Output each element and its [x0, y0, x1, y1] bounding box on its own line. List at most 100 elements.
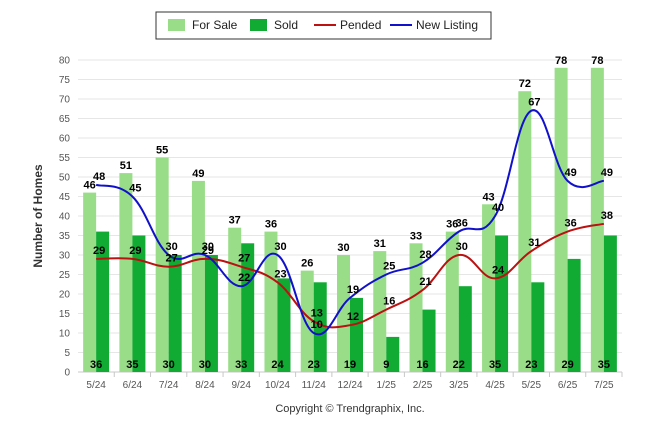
- x-tick-label: 11/24: [302, 380, 327, 391]
- new-listing-value-label: 30: [166, 241, 178, 253]
- line-new-listing: [95, 109, 605, 336]
- bar-sold: [422, 309, 436, 372]
- x-tick-label: 10/24: [265, 380, 290, 391]
- bar-sold: [96, 231, 110, 372]
- new-listing-value-label: 67: [528, 97, 540, 109]
- x-tick-label: 3/25: [449, 380, 469, 391]
- bar-for-sale: [445, 231, 459, 372]
- new-listing-value-label: 28: [419, 249, 431, 261]
- x-tick-label: 8/24: [195, 380, 215, 391]
- sold-value-label: 35: [489, 359, 501, 371]
- y-axis-label: Number of Homes: [31, 164, 45, 268]
- legend-label-for-sale: For Sale: [192, 18, 238, 32]
- new-listing-value-label: 10: [311, 319, 323, 331]
- new-listing-value-label: 30: [202, 241, 214, 253]
- legend-swatch-for-sale: [168, 19, 185, 31]
- bar-for-sale: [228, 227, 242, 372]
- bar-for-sale: [155, 157, 169, 372]
- x-tick-label: 1/25: [377, 380, 397, 391]
- bar-for-sale: [264, 231, 278, 372]
- lines: [95, 109, 605, 336]
- pended-value-label: 29: [129, 245, 141, 257]
- for-sale-value-label: 46: [84, 180, 96, 192]
- sold-value-label: 35: [598, 359, 610, 371]
- pended-value-label: 21: [419, 276, 431, 288]
- y-tick-label: 10: [59, 329, 71, 340]
- new-listing-value-label: 48: [93, 171, 105, 183]
- legend-label-new-listing: New Listing: [416, 18, 478, 32]
- bar-for-sale: [373, 251, 387, 372]
- pended-value-label: 12: [347, 311, 359, 323]
- sold-value-label: 16: [416, 359, 428, 371]
- bar-for-sale: [300, 270, 314, 372]
- bar-sold: [603, 235, 617, 372]
- for-sale-value-label: 31: [374, 238, 386, 250]
- for-sale-value-label: 36: [446, 219, 458, 231]
- pended-value-label: 23: [274, 268, 286, 280]
- sold-value-label: 23: [525, 359, 537, 371]
- bar-sold: [241, 243, 255, 372]
- sold-value-label: 22: [453, 359, 465, 371]
- x-tick-label: 12/24: [337, 380, 362, 391]
- x-tick-label: 6/24: [123, 380, 143, 391]
- sold-value-label: 19: [344, 359, 356, 371]
- new-listing-value-label: 49: [564, 167, 576, 179]
- pended-value-label: 29: [93, 245, 105, 257]
- sold-value-label: 30: [163, 359, 175, 371]
- for-sale-value-label: 51: [120, 160, 132, 172]
- y-tick-label: 60: [59, 134, 71, 145]
- x-tick-label: 2/25: [413, 380, 433, 391]
- new-listing-value-label: 30: [274, 241, 286, 253]
- bar-sold: [386, 336, 400, 372]
- y-tick-label: 15: [59, 309, 71, 320]
- data-labels: 46 51 55 49 37 36 26 30 31 33 36 43 72 78 78 36 35 30 30 33…: [84, 55, 613, 371]
- x-tick-label: 5/24: [86, 380, 106, 391]
- copyright-text: Copyright © Trendgraphix, Inc.: [275, 403, 424, 415]
- y-tick-label: 50: [59, 173, 71, 184]
- pended-value-label: 29: [202, 245, 214, 257]
- new-listing-value-label: 36: [456, 218, 468, 230]
- for-sale-value-label: 33: [410, 230, 422, 242]
- bar-sold: [350, 297, 363, 372]
- sold-value-label: 35: [126, 359, 138, 371]
- for-sale-value-label: 78: [591, 55, 603, 67]
- legend-swatch-sold: [250, 19, 267, 31]
- sold-value-label: 24: [271, 359, 284, 371]
- bar-for-sale: [83, 192, 97, 372]
- x-tick-label: 4/25: [485, 380, 505, 391]
- bar-for-sale: [554, 67, 568, 373]
- for-sale-value-label: 49: [192, 168, 204, 180]
- y-tick-label: 0: [64, 368, 70, 379]
- pended-value-label: 36: [564, 218, 576, 230]
- y-tick-label: 40: [59, 212, 71, 223]
- line-pended: [96, 222, 605, 329]
- bar-for-sale: [409, 243, 423, 372]
- bar-sold: [204, 255, 218, 372]
- y-tick-label: 65: [59, 114, 71, 125]
- bar-for-sale: [119, 173, 133, 372]
- bar-sold: [495, 235, 509, 372]
- x-tick-label: 7/24: [159, 380, 179, 391]
- bar-sold: [458, 286, 472, 372]
- sold-value-label: 36: [90, 359, 102, 371]
- bar-sold: [313, 282, 327, 372]
- bar-sold: [277, 278, 291, 372]
- x-axis: 5/24 6/24 7/24 8/24 9/24 10/24 11/24 12/24 1/25 2…: [86, 372, 623, 391]
- x-tick-label: 6/25: [558, 380, 578, 391]
- new-listing-value-label: 19: [347, 284, 359, 296]
- legend-label-pended: Pended: [340, 18, 381, 32]
- pended-value-label: 27: [238, 253, 250, 265]
- y-tick-label: 20: [59, 290, 71, 301]
- pended-value-label: 38: [601, 210, 613, 222]
- sold-value-label: 30: [199, 359, 211, 371]
- pended-value-label: 27: [166, 253, 178, 265]
- y-axis: 0 5 10 15 20 25 30 35 40 45 50 55 60 65 70 75 80: [59, 56, 71, 379]
- bar-sold: [168, 255, 182, 372]
- y-tick-label: 75: [59, 75, 71, 86]
- bar-for-sale: [191, 180, 205, 372]
- y-tick-label: 80: [59, 56, 71, 67]
- sold-value-label: 23: [308, 359, 320, 371]
- for-sale-value-label: 78: [555, 55, 567, 67]
- new-listing-value-label: 45: [129, 183, 141, 195]
